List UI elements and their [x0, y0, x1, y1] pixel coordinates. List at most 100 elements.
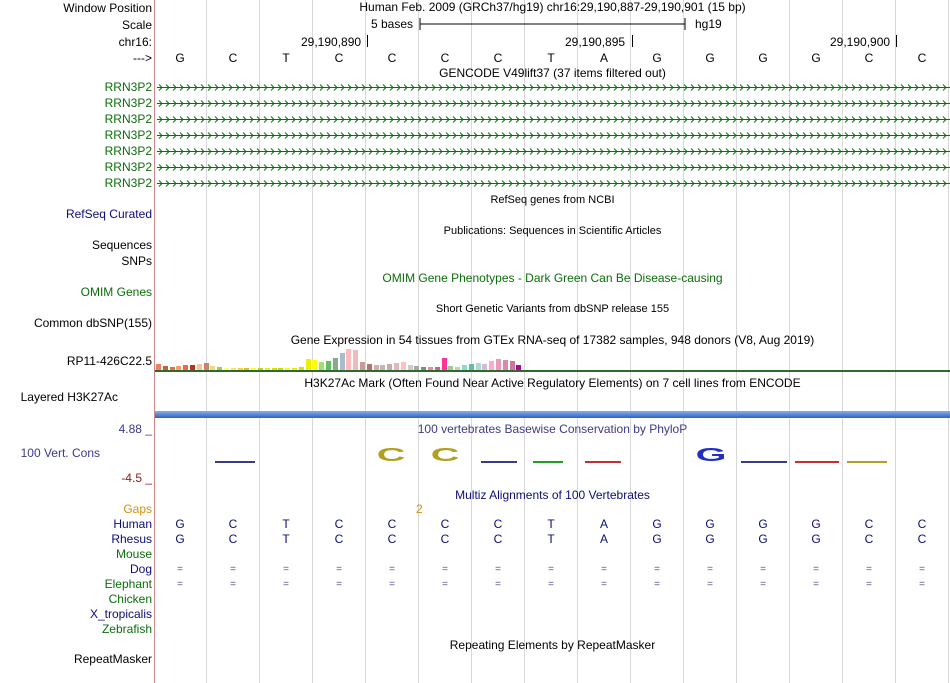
- gtex-bar[interactable]: [455, 367, 461, 370]
- gtex-bar[interactable]: [176, 366, 182, 370]
- h3k27-label[interactable]: Layered H3K27Ac: [20, 390, 118, 404]
- h3k27-signal[interactable]: [155, 411, 950, 418]
- human-base: T: [547, 517, 555, 531]
- sequence-base: G: [175, 51, 185, 65]
- gtex-bar[interactable]: [162, 366, 168, 370]
- gtex-bar[interactable]: [516, 365, 522, 370]
- gtex-bar[interactable]: [475, 363, 481, 370]
- gtex-bar[interactable]: [509, 361, 515, 370]
- gtex-bar[interactable]: [496, 359, 501, 370]
- gene-line-rrn3p2[interactable]: [157, 131, 950, 140]
- gtex-bar[interactable]: [244, 368, 250, 370]
- track-area[interactable]: Human Feb. 2009 (GRCh37/hg19) chr16:29,1…: [155, 0, 950, 683]
- gtex-bar[interactable]: [434, 367, 440, 370]
- gtex-bar[interactable]: [394, 363, 399, 370]
- gridline: [789, 0, 790, 683]
- gtex-bar[interactable]: [319, 362, 325, 370]
- gtex-bar[interactable]: [278, 368, 284, 370]
- gtex-bar[interactable]: [224, 368, 229, 370]
- gtex-bar[interactable]: [285, 368, 291, 370]
- gridline: [577, 0, 578, 683]
- gtex-bar[interactable]: [373, 365, 379, 370]
- sequence-base: C: [864, 51, 874, 65]
- gtex-bar[interactable]: [428, 367, 433, 370]
- gtex-bar[interactable]: [298, 367, 304, 370]
- phylop-score-mark: [585, 461, 621, 463]
- gtex-bar[interactable]: [421, 367, 427, 370]
- gtex-bar[interactable]: [353, 350, 359, 370]
- gtex-bar[interactable]: [346, 349, 352, 370]
- gtex-bar[interactable]: [312, 360, 318, 370]
- phylop-label[interactable]: 100 Vert. Cons: [20, 446, 100, 460]
- sequence-base: G: [758, 51, 768, 65]
- gtex-bar[interactable]: [326, 361, 331, 370]
- track-labels: Window Position Scale chr16: ---> RRN3P2…: [0, 0, 155, 683]
- gene-label-rrn3p2-2[interactable]: RRN3P2: [104, 96, 152, 110]
- gtex-label[interactable]: RP11-426C22.5: [66, 354, 152, 368]
- gtex-bar[interactable]: [489, 361, 495, 370]
- gtex-bar[interactable]: [258, 368, 263, 370]
- rhesus-base: C: [864, 532, 874, 546]
- gtex-bar[interactable]: [380, 365, 386, 370]
- dbsnp-label[interactable]: Common dbSNP(155): [33, 316, 152, 330]
- rhesus-base: C: [440, 532, 450, 546]
- gtex-bar[interactable]: [482, 364, 488, 370]
- gtex-bar[interactable]: [305, 359, 311, 370]
- gtex-bar[interactable]: [502, 360, 508, 370]
- gene-line-rrn3p2[interactable]: [157, 99, 950, 108]
- refseq-label[interactable]: RefSeq Curated: [65, 207, 152, 221]
- gene-label-rrn3p2-3[interactable]: RRN3P2: [104, 112, 152, 126]
- gtex-bar[interactable]: [203, 363, 209, 370]
- gtex-bar[interactable]: [292, 368, 297, 370]
- gaps-count: 2: [416, 502, 423, 516]
- rhesus-base: A: [599, 532, 608, 546]
- gtex-bar[interactable]: [400, 362, 406, 370]
- gtex-bar[interactable]: [190, 365, 195, 370]
- position-tick-label-3: 29,190,900: [830, 35, 891, 49]
- gtex-bar[interactable]: [271, 368, 277, 370]
- gtex-bar[interactable]: [360, 362, 365, 370]
- gene-label-rrn3p2-6[interactable]: RRN3P2: [104, 160, 152, 174]
- gtex-bar[interactable]: [169, 367, 175, 370]
- gene-label-rrn3p2-7[interactable]: RRN3P2: [104, 176, 152, 190]
- elephant-gap-symbol: =: [336, 579, 342, 590]
- gene-line-rrn3p2[interactable]: [157, 179, 950, 188]
- sequence-base: G: [652, 51, 662, 65]
- gtex-bar[interactable]: [462, 365, 467, 370]
- human-base: G: [811, 517, 821, 531]
- gtex-bar[interactable]: [332, 358, 338, 370]
- gtex-bar[interactable]: [264, 368, 270, 370]
- gtex-bar[interactable]: [217, 367, 223, 370]
- pubs-sequences-label[interactable]: Sequences: [91, 238, 152, 252]
- gene-line-rrn3p2[interactable]: [157, 83, 950, 92]
- gene-line-rrn3p2[interactable]: [157, 147, 950, 156]
- elephant-gap-symbol: =: [230, 579, 236, 590]
- gtex-bar[interactable]: [196, 364, 202, 370]
- gtex-bar[interactable]: [339, 353, 345, 370]
- pubs-snps-label[interactable]: SNPs: [121, 254, 152, 268]
- gtex-bar[interactable]: [387, 364, 393, 370]
- omim-label[interactable]: OMIM Genes: [80, 285, 152, 299]
- gene-label-rrn3p2-5[interactable]: RRN3P2: [104, 144, 152, 158]
- gtex-bar[interactable]: [156, 364, 161, 370]
- gtex-bar[interactable]: [230, 368, 236, 370]
- gtex-bar[interactable]: [448, 366, 454, 370]
- gene-label-rrn3p2-1[interactable]: RRN3P2: [104, 80, 152, 94]
- gtex-bar[interactable]: [468, 364, 474, 370]
- gene-line-rrn3p2[interactable]: [157, 163, 950, 172]
- dog-gap-symbol: =: [230, 564, 236, 575]
- gtex-bar[interactable]: [407, 365, 413, 370]
- gtex-bar[interactable]: [441, 358, 447, 370]
- gtex-bar[interactable]: [414, 366, 420, 370]
- scale-bar: [419, 18, 686, 30]
- gridline: [683, 0, 684, 683]
- elephant-gap-symbol: =: [760, 579, 766, 590]
- gtex-bar[interactable]: [251, 368, 257, 370]
- repeatmasker-label[interactable]: RepeatMasker: [73, 652, 152, 666]
- gtex-bar[interactable]: [183, 365, 189, 370]
- gtex-bar[interactable]: [237, 368, 243, 370]
- gtex-bar[interactable]: [210, 366, 216, 370]
- gtex-bar[interactable]: [366, 364, 372, 370]
- gene-line-rrn3p2[interactable]: [157, 115, 950, 124]
- gene-label-rrn3p2-4[interactable]: RRN3P2: [104, 128, 152, 142]
